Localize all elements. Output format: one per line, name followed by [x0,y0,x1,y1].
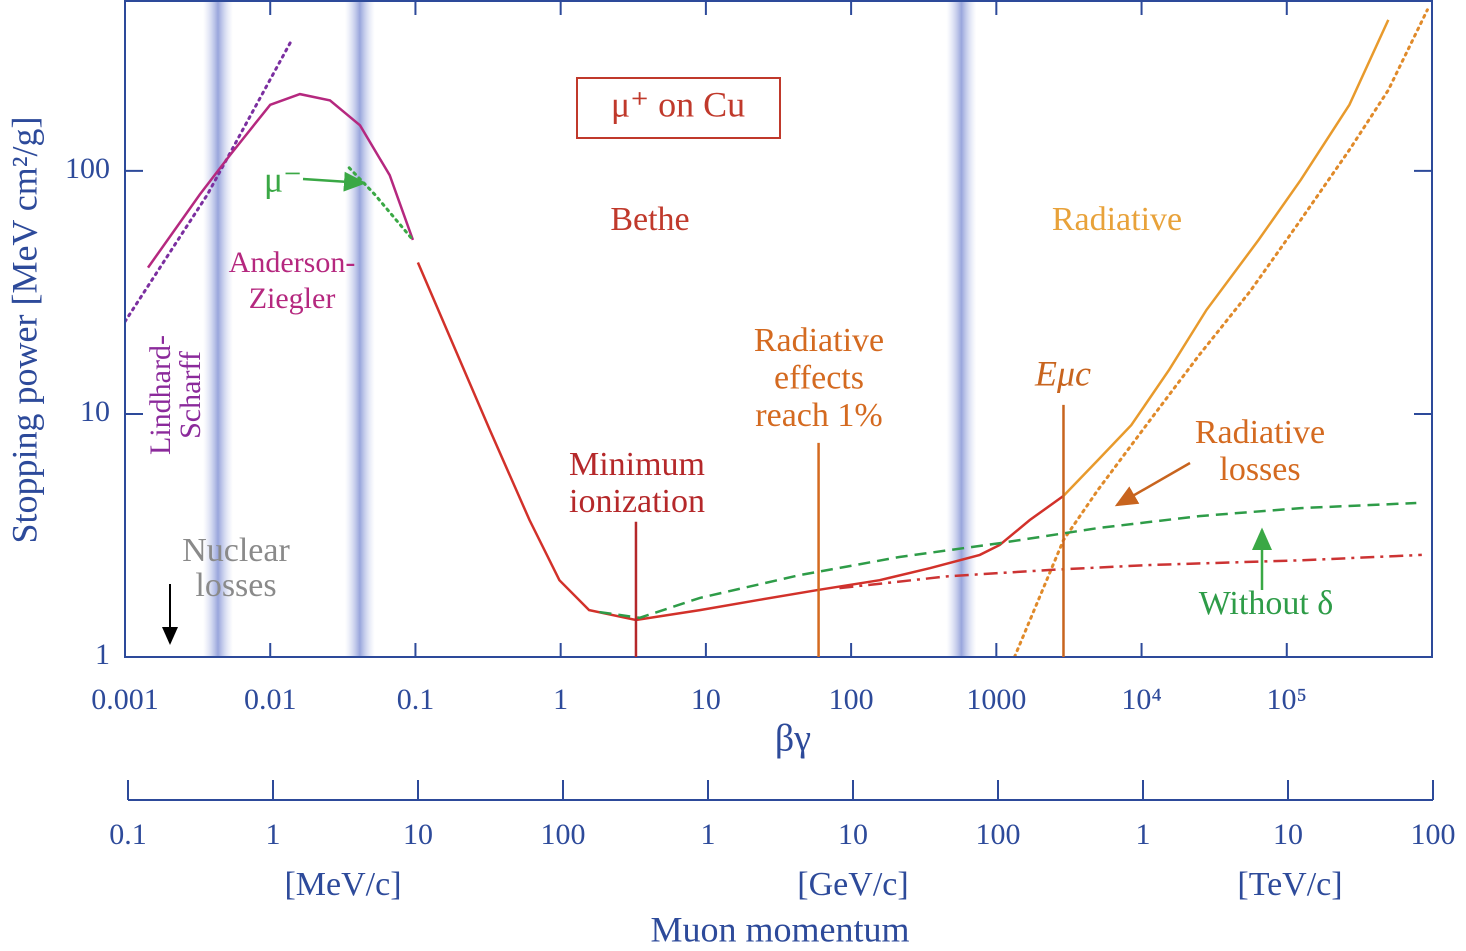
series-line [1013,8,1429,657]
series-line [146,92,415,269]
annotation: Radiative [754,322,884,359]
y-tick-label: 1 [95,638,110,671]
band [203,1,234,657]
annotation: Without δ [1199,585,1334,622]
x-tick-label: 0.001 [91,683,159,716]
axis2-tick-label: 10 [1273,818,1303,851]
axis2-unit: [GeV/c] [797,866,908,903]
plot-area [125,8,1429,657]
annotation: Bethe [610,201,689,238]
x-tick-label: 0.1 [397,683,435,716]
annotation: reach 1% [755,397,882,434]
axis2-tick-label: 1 [701,818,716,851]
axis2-tick-label: 10 [403,818,433,851]
axis2-tick-label: 1 [1136,818,1151,851]
series-line [347,166,415,242]
x-axis-label: βγ [775,718,811,760]
annotation: Radiative [1195,414,1325,451]
annotation: Nuclear [182,532,290,569]
overlay: 0.001 0.01 0.1 1 10 100 1000 10⁴ 10⁵ 1 10 100 Lindha… [65,1,1456,903]
series-line [125,41,292,323]
y-tick-label: 10 [80,395,110,428]
annotation: losses [1219,451,1300,488]
annotation: Ziegler [249,282,336,315]
band [344,1,375,657]
axis2-tick-label: 1 [266,818,281,851]
axis2-tick-label: 100 [976,818,1021,851]
x-tick-label: 100 [829,683,874,716]
x-tick-label: 1000 [966,683,1026,716]
series-line [839,553,1422,590]
annotation: Scharff [174,351,207,439]
annotation: ionization [569,483,705,520]
y-axis-label: Stopping power [MeV cm²/g] [4,116,44,543]
annotation: losses [195,567,276,604]
x-tick-label: 10⁴ [1121,683,1161,716]
annotation: effects [774,359,864,396]
annotation: Lindhard- [144,335,177,455]
axis2-tick-label: 0.1 [109,818,147,851]
bands [203,1,977,657]
y-tick-label: 100 [65,152,110,185]
axis2-tick-label: 100 [541,818,586,851]
chart-title: μ⁺ on Cu [611,84,745,124]
x-tick-label: 10⁵ [1267,683,1307,716]
x-tick-label: 1 [553,683,568,716]
axis2-tick-label: 10 [838,818,868,851]
arrow [302,171,367,192]
axis2-unit: [MeV/c] [284,866,401,903]
annotation: Minimum [569,446,705,483]
x-tick-label: 0.01 [244,683,297,716]
axis2-tick-label: 100 [1411,818,1456,851]
plot-frame [124,0,1433,658]
x-tick-label: 10 [691,683,721,716]
annotation: Radiative [1052,201,1182,238]
axis2-title: Muon momentum [651,909,910,949]
axis2-unit: [TeV/c] [1237,866,1342,903]
annotation: Eμc [1034,353,1091,393]
title-box [576,77,781,139]
arrow [1114,461,1191,507]
series-line [416,262,1065,622]
series-line [1062,19,1390,497]
annotation: μ⁻ [264,159,302,199]
annotation: Anderson- [229,246,356,279]
